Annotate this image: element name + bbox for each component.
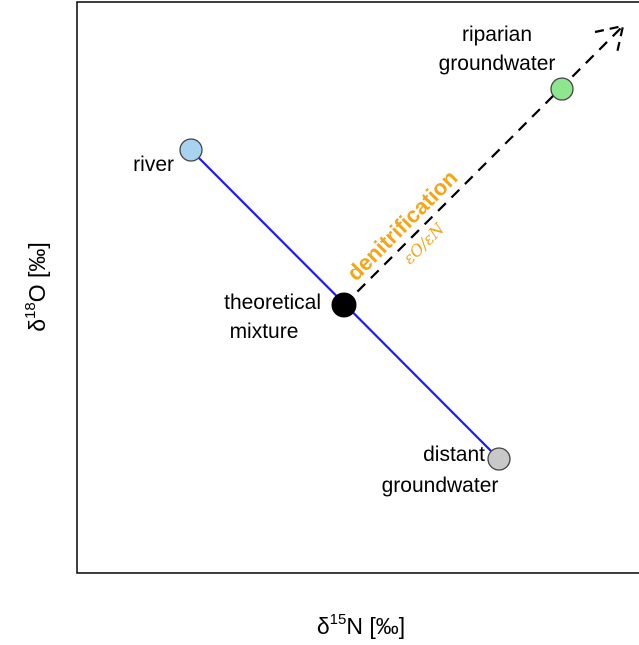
y-axis-label: δ18O [‰]: [22, 242, 50, 332]
riparian-label: riparian: [462, 23, 532, 46]
riparian-groundwater-point: [550, 77, 574, 101]
denitrification-arrow-line: [343, 26, 623, 306]
river-point: [179, 138, 203, 162]
plot-frame: [76, 1, 639, 574]
river-label: river: [133, 153, 174, 176]
mixture-label: mixture: [230, 320, 299, 343]
x-axis-label: δ15N [‰]: [317, 611, 405, 639]
theoretical-label: theoretical: [224, 291, 321, 314]
arrowhead-icon: [594, 24, 625, 54]
denitrification-label: denitrification: [342, 165, 463, 286]
riparian-groundwater-label: groundwater: [439, 52, 556, 75]
distant-groundwater-point: [487, 447, 511, 471]
distant-groundwater-label: groundwater: [382, 474, 499, 497]
distant-label: distant: [423, 443, 485, 466]
theoretical-mixture-point: [331, 292, 357, 318]
